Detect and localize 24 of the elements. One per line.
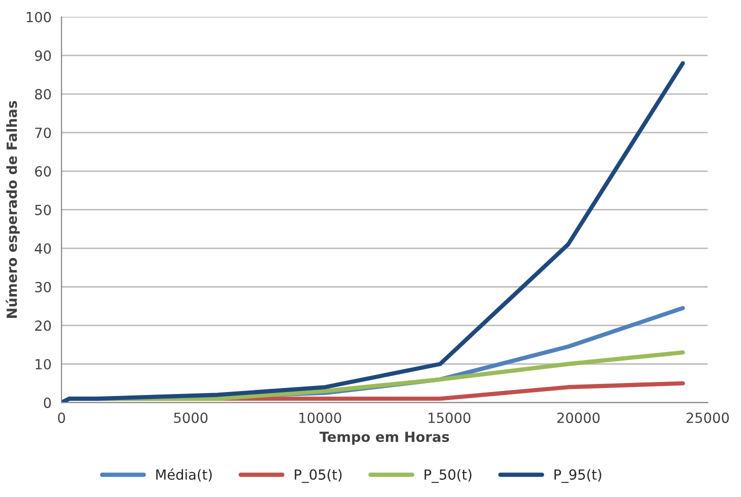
y-tick-label: 40 xyxy=(34,243,51,254)
y-tick-label: 70 xyxy=(35,128,51,138)
y-tick-label: 30 xyxy=(35,282,51,292)
line-series xyxy=(62,61,685,403)
x-tick-label: 15000 xyxy=(428,412,470,424)
x-tick-label: 20000 xyxy=(557,412,600,424)
y-tick-label: 10 xyxy=(36,358,51,370)
x-tick-label: 25000 xyxy=(686,412,729,424)
y-tick-label: 20 xyxy=(35,320,51,331)
legend-label: P_05(t) xyxy=(294,469,342,483)
x-tick-label: 0 xyxy=(58,412,65,424)
x-axis-title: Tempo em Horas xyxy=(320,432,450,445)
legend-label: P_95(t) xyxy=(554,469,602,483)
x-tick-label: 10000 xyxy=(299,412,342,424)
y-tick-label: 0 xyxy=(44,398,51,408)
legend-label: Média(t) xyxy=(156,468,212,482)
y-axis-title: Número esperado de Falhas xyxy=(6,101,20,318)
y-tick-label: 80 xyxy=(35,89,51,100)
y-tick-label: 60 xyxy=(35,166,51,177)
y-tick-label: 100 xyxy=(26,12,51,22)
legend-label: P_50(t) xyxy=(424,469,472,483)
x-tick-label: 5000 xyxy=(174,412,208,424)
y-tick-label: 50 xyxy=(35,204,51,216)
y-tick-label: 90 xyxy=(34,50,51,61)
